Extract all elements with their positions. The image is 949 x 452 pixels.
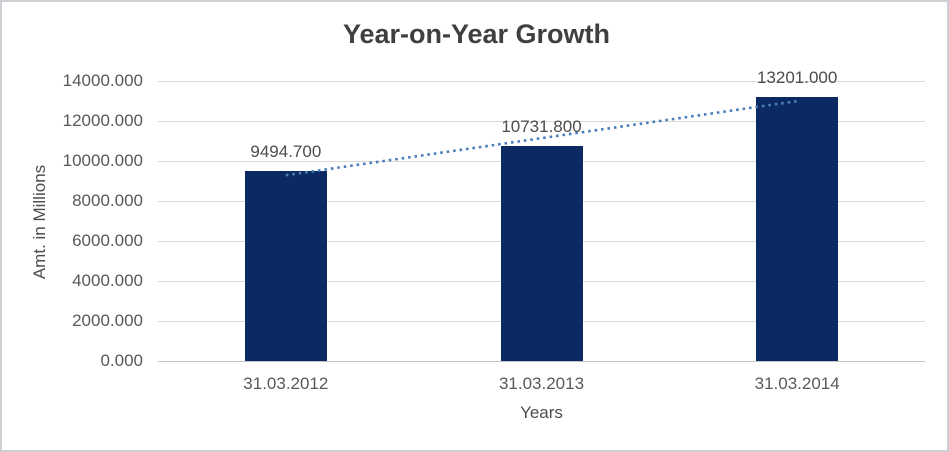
y-axis-tick-label: 12000.000 xyxy=(62,111,143,130)
chart-title: Year-on-Year Growth xyxy=(342,19,611,49)
y-axis-tick-label: 0.000 xyxy=(100,351,143,370)
x-axis-category-label: 31.03.2014 xyxy=(754,374,840,393)
y-axis-tick-label: 4000.000 xyxy=(72,271,143,290)
bar xyxy=(244,171,327,361)
x-axis-line xyxy=(158,361,925,362)
bar xyxy=(756,96,839,361)
x-axis-category-label: 31.03.2013 xyxy=(498,374,585,393)
y-axis-tick-label: 8000.000 xyxy=(72,191,143,210)
data-label: 13201.000 xyxy=(756,67,838,87)
trendline-path xyxy=(285,99,798,177)
gridline xyxy=(158,121,925,122)
x-axis-title: Years xyxy=(520,403,563,422)
y-axis-tick-label: 14000.000 xyxy=(62,71,143,90)
x-axis-category-label: 31.03.2012 xyxy=(243,374,329,393)
y-axis-tick-label: 6000.000 xyxy=(72,231,143,250)
y-axis-tick-label: 10000.000 xyxy=(62,151,143,170)
y-axis-tick-label: 2000.000 xyxy=(72,311,143,330)
gridline xyxy=(158,81,925,82)
data-label: 10731.800 xyxy=(501,117,582,137)
trendline xyxy=(285,99,798,177)
data-label: 9494.700 xyxy=(250,142,322,162)
bar xyxy=(500,146,583,361)
